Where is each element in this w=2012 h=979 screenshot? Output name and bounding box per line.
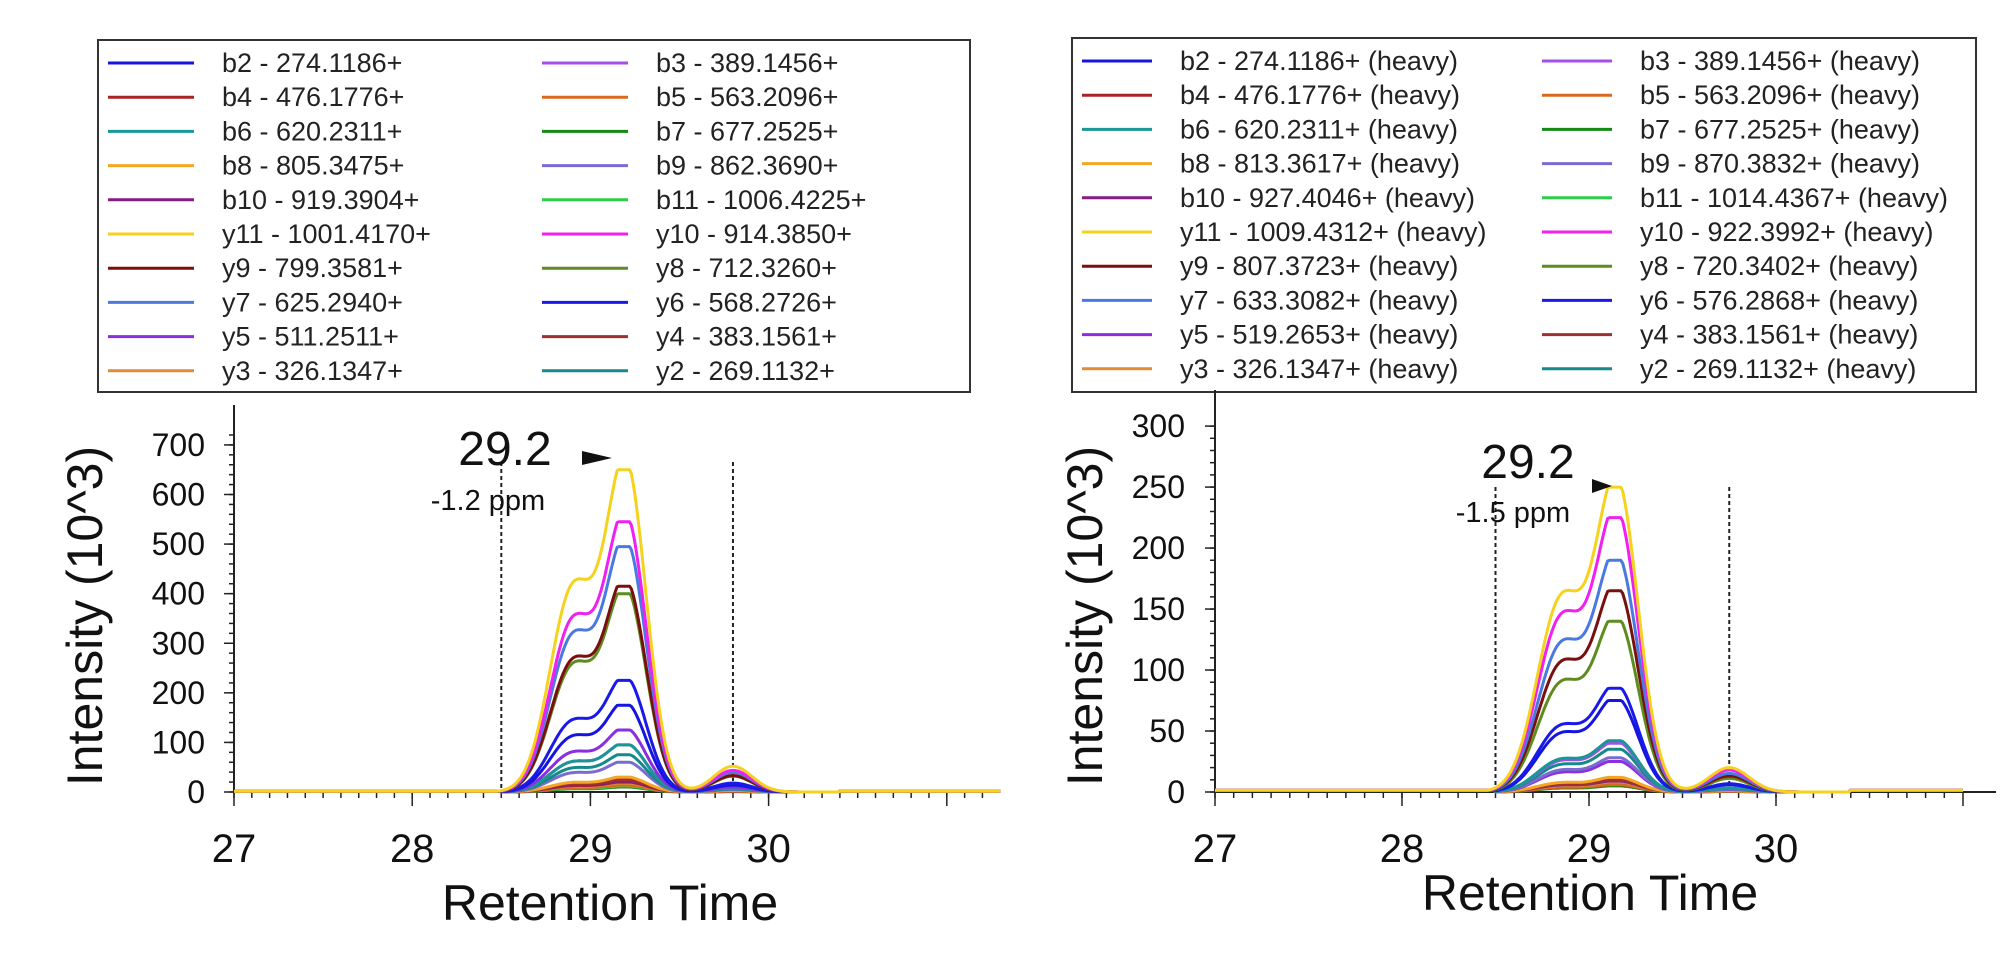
legend-entry: y11 - 1001.4170+	[222, 219, 431, 249]
left-chart-panel: b2 - 274.1186+ b3 - 389.1456+ b4 - 476.177…	[57, 39, 1001, 931]
trace-y10	[234, 520, 1001, 794]
legend-entry: b10 - 927.4046+ (heavy)	[1180, 183, 1475, 213]
y-tick-label: 400	[152, 576, 205, 612]
legend-entry: b7 - 677.2525+	[656, 116, 838, 146]
legend-entry: b8 - 805.3475+	[222, 151, 404, 181]
left-x-axis-title: Retention Time	[442, 875, 778, 931]
right-legend: b2 - 274.1186+ (heavy) b3 - 389.1456+ (he…	[1071, 37, 1977, 393]
legend-entry: y5 - 511.2511+	[222, 322, 399, 352]
legend-entry: y8 - 720.3402+ (heavy)	[1640, 251, 1918, 281]
legend-entry: b6 - 620.2311+ (heavy)	[1180, 114, 1458, 144]
y-tick-label: 100	[152, 724, 205, 760]
right-legend-box	[1071, 37, 1977, 393]
right-ppm-label: -1.5 ppm	[1456, 497, 1570, 529]
y-tick-label: 250	[1132, 469, 1185, 505]
y-tick-label: 300	[152, 625, 205, 661]
legend-entry: b2 - 274.1186+ (heavy)	[1180, 46, 1458, 76]
y-tick-label: 300	[1132, 408, 1185, 444]
right-x-axis-title: Retention Time	[1422, 865, 1758, 921]
legend-entry: y11 - 1009.4312+ (heavy)	[1180, 217, 1486, 247]
legend-entry: y9 - 799.3581+	[222, 253, 403, 283]
legend-entry: y7 - 625.2940+	[222, 287, 403, 317]
trace-y11	[234, 468, 1001, 794]
legend-entry: y4 - 383.1561+ (heavy)	[1640, 320, 1918, 350]
legend-entry: y10 - 914.3850+	[656, 219, 852, 249]
left-y-axis-title: Intensity (10^3)	[57, 446, 113, 786]
left-traces	[234, 468, 1001, 794]
trace-y6	[234, 678, 1001, 794]
y-tick-label: 500	[152, 526, 205, 562]
legend-entry: b10 - 919.3904+	[222, 185, 419, 215]
x-tick-label: 27	[212, 827, 257, 871]
legend-entry: b6 - 620.2311+	[222, 116, 402, 146]
y-tick-label: 150	[1132, 591, 1185, 627]
legend-entry: b9 - 862.3690+	[656, 151, 838, 181]
legend-entry: b11 - 1006.4225+	[656, 185, 866, 215]
x-tick-label: 29	[568, 827, 613, 871]
x-tick-label: 29	[1567, 827, 1612, 871]
left-ppm-label: -1.2 ppm	[431, 485, 545, 517]
y-tick-label: 0	[1167, 774, 1185, 810]
legend-entry: y2 - 269.1132+	[656, 356, 835, 386]
right-peak-rt-label: 29.2	[1481, 436, 1574, 489]
legend-entry: b7 - 677.2525+ (heavy)	[1640, 114, 1920, 144]
y-tick-label: 0	[187, 774, 205, 810]
legend-entry: b4 - 476.1776+	[222, 82, 404, 112]
y-tick-label: 200	[1132, 530, 1185, 566]
x-tick-label: 28	[1380, 827, 1425, 871]
right-traces	[1215, 485, 1963, 794]
legend-entry: y8 - 712.3260+	[656, 253, 837, 283]
legend-entry: b2 - 274.1186+	[222, 48, 402, 78]
legend-entry: y3 - 326.1347+	[222, 356, 403, 386]
legend-entry: y9 - 807.3723+ (heavy)	[1180, 251, 1458, 281]
x-tick-label: 27	[1193, 827, 1238, 871]
right-y-axis-title: Intensity (10^3)	[1057, 446, 1113, 786]
left-legend: b2 - 274.1186+ b3 - 389.1456+ b4 - 476.177…	[97, 39, 971, 393]
legend-entry: b3 - 389.1456+	[656, 48, 838, 78]
y-tick-label: 100	[1132, 652, 1185, 688]
legend-entry: b8 - 813.3617+ (heavy)	[1180, 149, 1460, 179]
x-tick-label: 28	[390, 827, 435, 871]
legend-entry: y4 - 383.1561+	[656, 322, 837, 352]
left-legend-box	[97, 39, 971, 393]
legend-entry: y7 - 633.3082+ (heavy)	[1180, 285, 1458, 315]
legend-entry: b5 - 563.2096+ (heavy)	[1640, 80, 1920, 110]
legend-entry: y5 - 519.2653+ (heavy)	[1180, 320, 1458, 350]
left-peak-rt-label: 29.2	[458, 423, 551, 476]
trace-y11	[1215, 485, 1963, 794]
y-tick-label: 700	[152, 427, 205, 463]
legend-entry: y3 - 326.1347+ (heavy)	[1180, 354, 1458, 384]
y-tick-label: 50	[1149, 713, 1185, 749]
legend-entry: b3 - 389.1456+ (heavy)	[1640, 46, 1920, 76]
legend-entry: b9 - 870.3832+ (heavy)	[1640, 149, 1920, 179]
x-tick-label: 30	[746, 827, 791, 871]
right-peak-arrow	[1592, 479, 1612, 493]
legend-entry: y2 - 269.1132+ (heavy)	[1640, 354, 1916, 384]
trace-y6	[1215, 686, 1963, 794]
trace-y10	[1215, 516, 1963, 794]
trace-b2	[1215, 699, 1963, 794]
left-peak-arrow	[582, 451, 612, 465]
legend-entry: y6 - 568.2726+	[656, 287, 837, 317]
legend-entry: y6 - 576.2868+ (heavy)	[1640, 285, 1918, 315]
legend-entry: y10 - 922.3992+ (heavy)	[1640, 217, 1933, 247]
legend-entry: b5 - 563.2096+	[656, 82, 838, 112]
x-tick-label: 30	[1754, 827, 1799, 871]
right-chart-panel: b2 - 274.1186+ (heavy) b3 - 389.1456+ (he…	[1057, 37, 1996, 921]
legend-entry: b11 - 1014.4367+ (heavy)	[1640, 183, 1948, 213]
y-tick-label: 600	[152, 477, 205, 513]
y-tick-label: 200	[152, 675, 205, 711]
legend-entry: b4 - 476.1776+ (heavy)	[1180, 80, 1460, 110]
